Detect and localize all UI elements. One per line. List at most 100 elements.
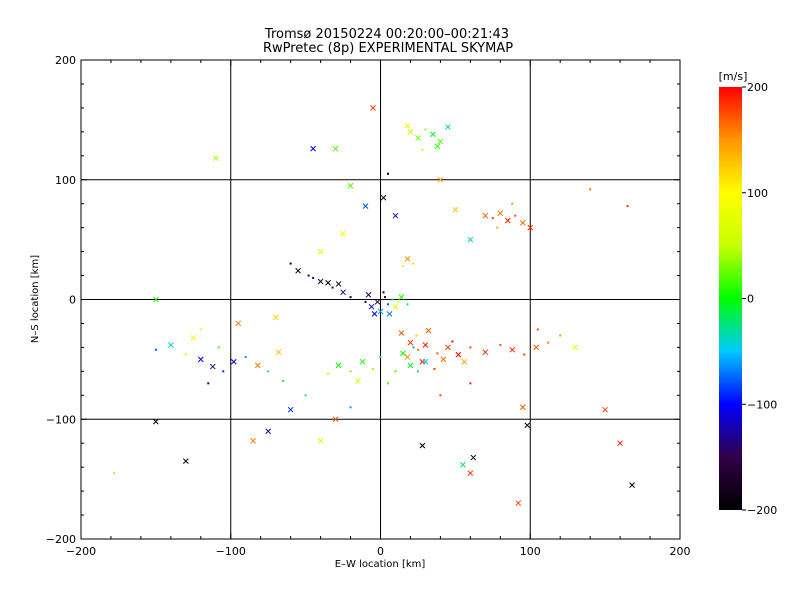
data-point-x [317,437,324,444]
data-point-x [533,344,540,351]
data-point-dot [511,202,514,205]
data-point-dot [421,148,424,151]
data-point-x [153,296,159,303]
data-point-x [407,339,414,346]
data-point-dot [307,274,310,277]
data-point-x [392,212,399,219]
data-point-x [504,217,511,224]
data-point-dot [349,296,352,299]
data-point-dot [386,172,389,175]
data-point-dot [412,346,415,349]
data-point-x [335,362,342,369]
data-point-x [374,299,381,305]
data-point-dot [282,379,285,382]
data-point-dot [491,217,494,220]
data-point-dot [364,300,367,303]
data-point-x [617,440,623,447]
data-point-dot [244,355,247,358]
data-point-x [335,281,342,287]
colorbar-tick-label: −100 [747,398,777,411]
data-point-x [407,362,414,369]
data-point-x [437,176,444,183]
data-point-dot [559,334,562,337]
data-point-dot [416,348,419,351]
data-point-x [332,145,339,152]
data-point-dot [267,370,270,373]
colorbar-ticks: −200 −100 0 100 200 [742,81,777,517]
data-point-dot [391,298,394,301]
x-tick-label: −200 [66,545,96,558]
data-point-x [509,346,516,353]
data-point-dot [547,341,550,344]
data-point-x [482,212,489,219]
data-point-x [467,236,474,243]
data-point-x [275,349,282,356]
data-point-x [527,224,534,231]
data-point-x [355,378,361,384]
data-point-x [398,330,405,336]
data-point-dot [401,264,404,267]
colorbar-scale [719,87,742,510]
data-point-dot [312,276,315,279]
data-point-dot [523,353,526,356]
data-point-x [404,354,411,360]
data-point-dot [199,328,202,331]
data-point-x [295,267,301,274]
data-point-dot [436,352,439,355]
data-point-dot [433,367,436,370]
data-point-x [519,220,526,226]
data-point-x [602,406,608,413]
data-point-x [400,350,406,357]
data-point-dot [626,205,629,208]
data-point-x [445,124,451,130]
data-point-dot [222,370,225,373]
data-point-x [461,358,468,365]
colorbar-tick-label: −200 [747,504,777,517]
data-point-x [380,194,387,201]
data-point-x [452,206,459,213]
data-point-x [230,358,237,365]
data-point-x [422,358,429,365]
data-point-x [365,291,372,298]
data-point-x [572,344,579,351]
data-point-dot [382,291,385,294]
x-tick-label: 0 [377,545,384,558]
data-point-dot [386,303,389,306]
data-point-x [371,311,378,317]
data-point-dot [424,128,427,131]
data-point-x [419,442,426,449]
data-point-x [167,342,174,348]
data-point-x [407,128,414,135]
data-point-dot [349,406,352,409]
data-point-x [404,255,411,262]
data-point-x [515,500,522,506]
data-point-x [482,349,489,356]
data-point-dot [331,286,334,289]
data-point-dot [397,300,400,303]
data-point-x [437,138,444,145]
data-point-x [524,422,531,429]
data-points [112,105,635,506]
data-point-x [310,145,316,152]
data-point-x [629,482,635,488]
data-point-x [434,143,441,150]
plot-area [80,59,681,540]
data-point-x [430,131,436,138]
y-axis: −200 −100 0 100 200 [46,54,680,546]
data-point-x [325,279,331,286]
data-point-x [386,311,393,317]
data-point-x [404,123,411,129]
colorbar-tick-label: 200 [747,81,768,94]
data-point-x [440,356,447,363]
data-point-x [392,303,399,310]
data-point-dot [372,367,375,370]
data-point-dot [416,370,419,373]
data-point-x [250,437,257,444]
data-point-x [190,334,197,341]
data-point-x [425,327,432,334]
data-point-dot [154,348,157,351]
data-point-dot [327,372,330,375]
data-point-x [197,356,204,363]
y-tick-label: 100 [55,174,76,187]
